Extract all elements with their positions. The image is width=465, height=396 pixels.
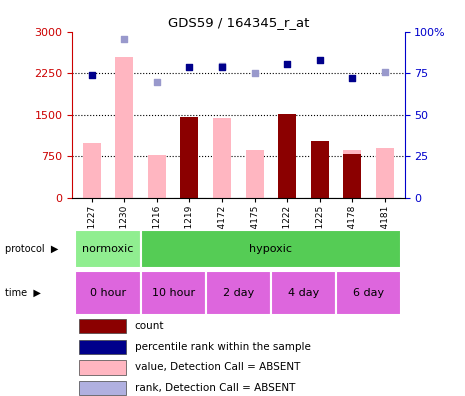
Bar [344,150,361,198]
Bar [311,141,329,198]
Text: 0 hour: 0 hour [90,288,126,298]
Bar [75,230,140,268]
Bar [246,150,264,198]
Point [153,78,160,85]
Bar [79,319,126,333]
Bar [79,360,126,375]
Bar [79,340,126,354]
Text: 10 hour: 10 hour [152,288,195,298]
Bar [83,143,100,198]
Text: 2 day: 2 day [223,288,254,298]
Bar [336,271,401,315]
Point [349,74,356,81]
Point [251,70,259,76]
Point [316,57,324,63]
Bar [79,381,126,395]
Bar [278,114,296,198]
Point [284,61,291,67]
Text: time  ▶: time ▶ [5,288,40,298]
Text: percentile rank within the sample: percentile rank within the sample [135,342,311,352]
Text: 6 day: 6 day [353,288,384,298]
Bar [75,271,140,315]
Point [381,69,389,75]
Point [186,63,193,70]
Bar [148,155,166,198]
Text: hypoxic: hypoxic [249,244,292,255]
Point [218,64,226,70]
Text: protocol  ▶: protocol ▶ [5,244,58,255]
Text: count: count [135,321,164,331]
Bar [271,271,336,315]
Title: GDS59 / 164345_r_at: GDS59 / 164345_r_at [167,16,309,29]
Text: rank, Detection Call = ABSENT: rank, Detection Call = ABSENT [135,383,295,393]
Bar [140,271,206,315]
Bar [376,148,394,198]
Bar [206,271,271,315]
Point [88,72,95,78]
Bar [140,230,401,268]
Bar [344,154,361,198]
Bar [180,116,199,198]
Bar [213,118,231,198]
Text: 4 day: 4 day [288,288,319,298]
Point [120,36,128,42]
Text: normoxic: normoxic [82,244,133,255]
Bar [115,57,133,198]
Text: value, Detection Call = ABSENT: value, Detection Call = ABSENT [135,362,300,373]
Point [218,63,226,69]
